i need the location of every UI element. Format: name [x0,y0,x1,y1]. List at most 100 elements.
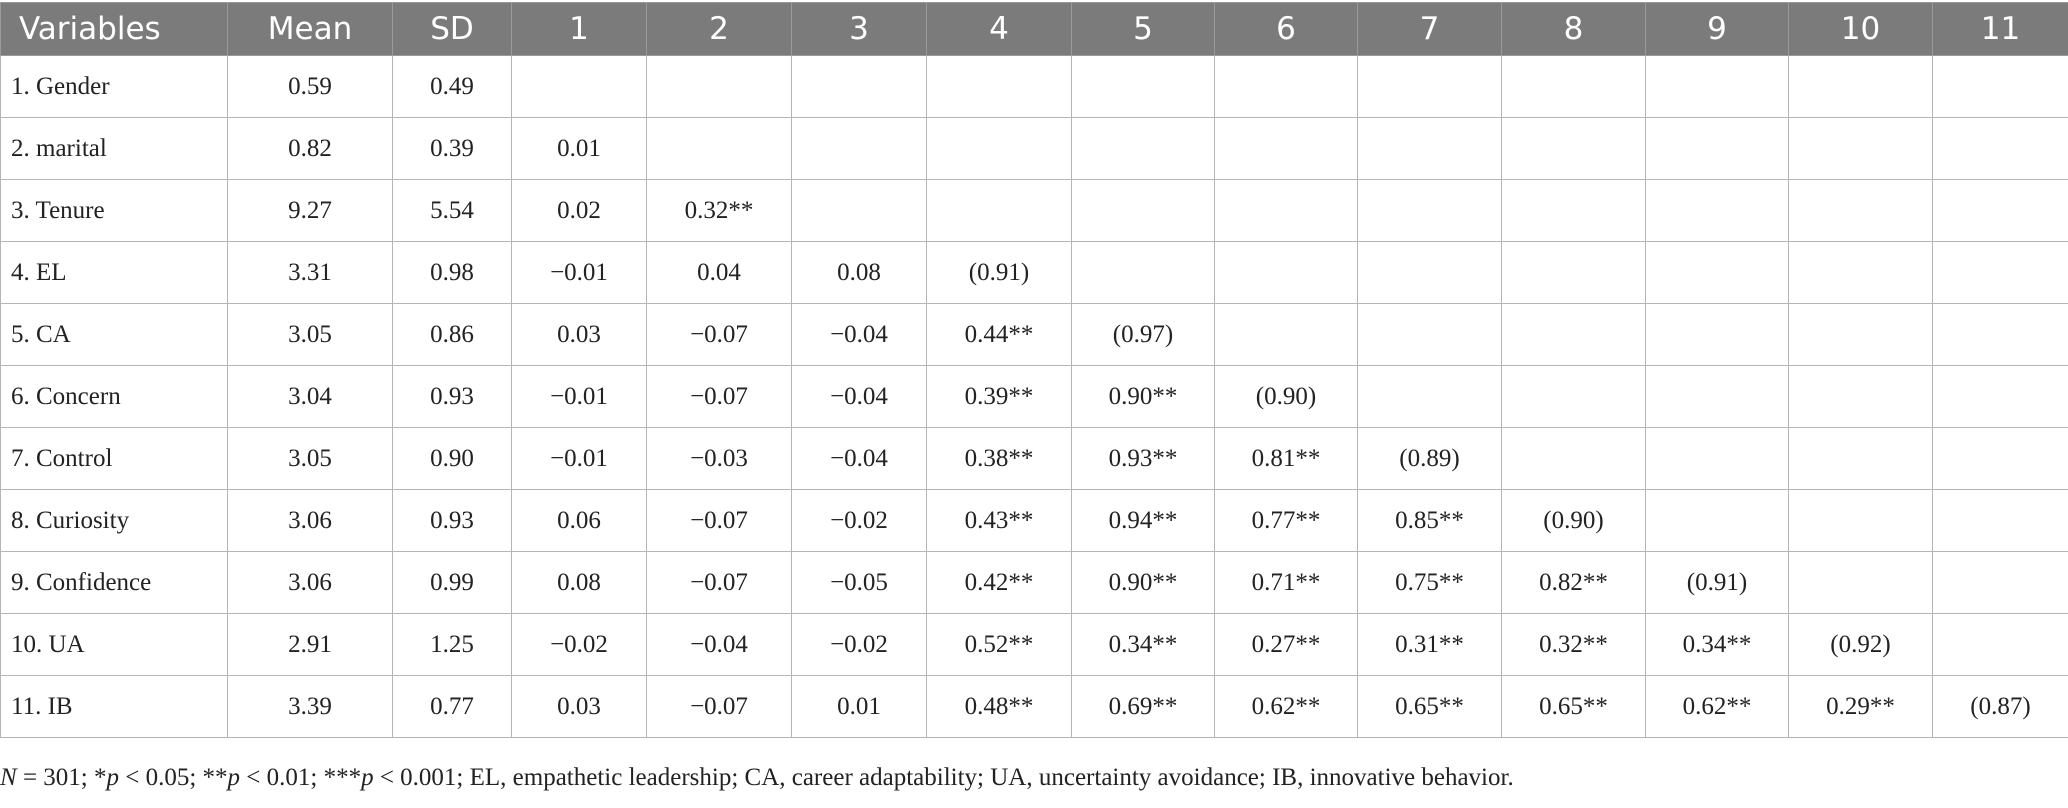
table-cell: 0.31** [1357,613,1502,676]
table-cell [1788,55,1933,118]
table-cell [1645,117,1789,180]
table-cell: 0.42** [926,551,1072,614]
table-cell [1788,241,1933,304]
table-cell [1932,427,2068,490]
table-cell [1357,241,1502,304]
table-cell [1788,365,1933,428]
column-header: 11 [1932,2,2068,56]
table-row: 10. UA 2.91 1.25 −0.02 −0.04 −0.02 0.52** 0.34*… [0,613,2068,676]
table-cell: 0.08 [511,551,647,614]
table-cell: 0.44** [926,303,1072,366]
table-cell [1645,303,1789,366]
table-cell [926,117,1072,180]
table-cell: 0.34** [1645,613,1789,676]
table-cell [1645,365,1789,428]
table-cell [1932,117,2068,180]
note-p-symbol: p [361,764,374,791]
table-cell [1788,489,1933,552]
table-cell: 1.25 [392,613,512,676]
note-n-symbol: N [0,764,17,791]
table-cell: 0.93 [392,489,512,552]
table-cell [791,117,927,180]
table-cell [1932,489,2068,552]
table-cell: (0.92) [1788,613,1933,676]
table-cell [791,179,927,242]
table-row: 8. Curiosity 3.06 0.93 0.06 −0.07 −0.02 0.43**… [0,489,2068,552]
table-cell: 0.43** [926,489,1072,552]
note-p-symbol: p [227,764,241,791]
table-cell: 0.65** [1357,675,1502,738]
table-cell: 0.86 [392,303,512,366]
table-cell: 0.03 [511,303,647,366]
column-header: SD [392,2,512,56]
table-cell: (0.90) [1214,365,1358,428]
table-cell [511,55,647,118]
column-header: 3 [791,2,927,56]
table-cell: 0.82** [1501,551,1646,614]
table-cell [1357,117,1502,180]
table-cell [1645,427,1789,490]
table-cell [1214,117,1358,180]
table-cell: 0.27** [1214,613,1358,676]
table-cell: 0.62** [1214,675,1358,738]
table-cell: −0.07 [646,365,792,428]
table-cell: 9.27 [227,179,393,242]
table-row: 1. Gender 0.59 0.49 [0,55,2068,118]
table-cell [1788,117,1933,180]
table-cell [1214,303,1358,366]
table-cell [1214,179,1358,242]
table-cell [1932,55,2068,118]
table-cell: −0.07 [646,675,792,738]
table-cell [1645,55,1789,118]
column-header: 4 [926,2,1072,56]
table-cell: 0.02 [511,179,647,242]
table-cell: 0.01 [511,117,647,180]
table-cell: 0.04 [646,241,792,304]
table-cell [1645,241,1789,304]
table-row: 2. marital 0.82 0.39 0.01 [0,117,2068,180]
variable-label-cell: 9. Confidence [0,551,228,614]
table-cell [1357,55,1502,118]
table-cell: 3.06 [227,489,393,552]
table-cell: 0.48** [926,675,1072,738]
table-cell: −0.04 [646,613,792,676]
column-header: 5 [1071,2,1215,56]
table-cell: −0.02 [791,613,927,676]
table-cell [1214,241,1358,304]
table-cell: 0.38** [926,427,1072,490]
table-cell: 0.77 [392,675,512,738]
table-cell: (0.91) [1645,551,1789,614]
table-cell [1071,117,1215,180]
table-cell [646,55,792,118]
table-cell: (0.89) [1357,427,1502,490]
table-row: 6. Concern 3.04 0.93 −0.01 −0.07 −0.04 0.39** 0… [0,365,2068,428]
table-cell: 0.52** [926,613,1072,676]
variable-label-cell: 7. Control [0,427,228,490]
table-cell: 0.62** [1645,675,1789,738]
table-cell [1645,179,1789,242]
table-cell: 0.90** [1071,365,1215,428]
table-cell: 0.85** [1357,489,1502,552]
note-p-text: < 0.01; *** [240,764,362,791]
table-cell: 3.06 [227,551,393,614]
variable-label-cell: 1. Gender [0,55,228,118]
column-header: 2 [646,2,792,56]
table-cell [1501,365,1646,428]
table-cell: 0.08 [791,241,927,304]
variable-label-cell: 3. Tenure [0,179,228,242]
table-cell [1501,55,1646,118]
table-cell: 0.29** [1788,675,1933,738]
table-cell [1071,241,1215,304]
table-cell: 0.98 [392,241,512,304]
column-header: 10 [1788,2,1933,56]
table-cell: 3.05 [227,427,393,490]
table-row: 3. Tenure 9.27 5.54 0.02 0.32** [0,179,2068,242]
column-header: 9 [1645,2,1789,56]
note-p-text: < 0.05; ** [118,764,228,791]
table-cell: 0.59 [227,55,393,118]
table-cell: 0.77** [1214,489,1358,552]
variable-label-cell: 5. CA [0,303,228,366]
table-cell: −0.02 [511,613,647,676]
column-header: Variables [0,2,228,56]
table-cell: −0.05 [791,551,927,614]
